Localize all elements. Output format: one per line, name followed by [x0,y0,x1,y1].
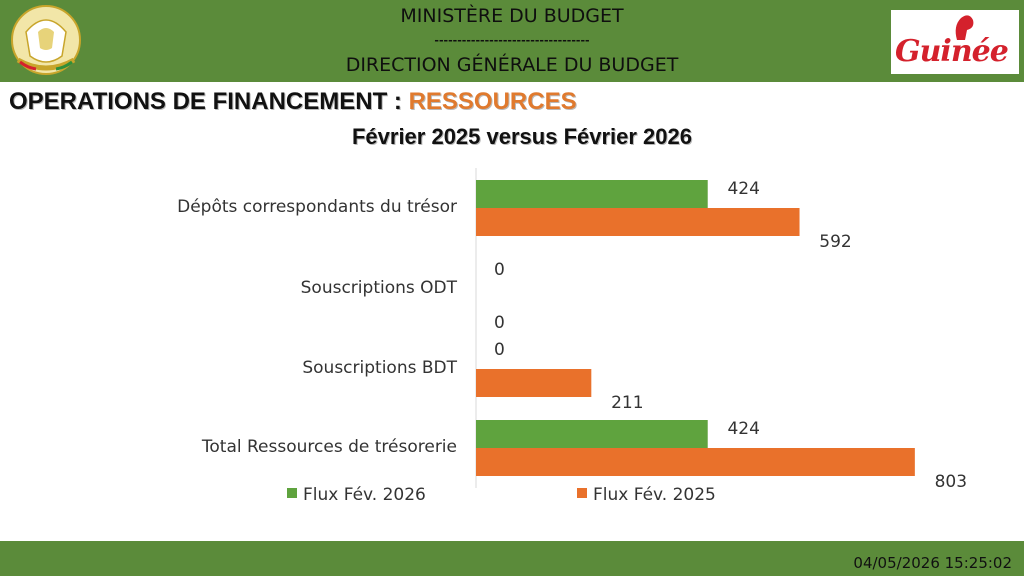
legend-label: Flux Fév. 2026 [303,485,426,505]
data-label: 0 [494,340,505,360]
data-label: 0 [494,260,505,280]
data-label: 424 [727,419,759,439]
slide-title: OPERATIONS DE FINANCEMENT : RESSOURCES [9,88,577,116]
slide-subtitle: Février 2025 versus Février 2026 [351,124,693,149]
header-separator: ---------------------------------- [434,34,590,47]
data-label: 592 [819,232,851,252]
data-label: 211 [611,393,643,413]
category-label: Dépôts correspondants du trésor [177,197,457,217]
title-main: OPERATIONS DE FINANCEMENT : [9,88,409,115]
category-label: Total Ressources de trésorerie [201,437,457,457]
data-label: 803 [935,472,967,492]
brand-head-icon [955,15,974,40]
footer-bar: 04/05/2026 15:25:02 [0,541,1024,576]
bar-feb-2025 [476,208,800,236]
bar-feb-2025 [476,448,915,476]
coat-of-arms-icon [11,5,81,75]
category-label: Souscriptions BDT [302,358,457,378]
legend-swatch [287,488,297,498]
legend-label: Flux Fév. 2025 [593,485,716,505]
header-bar: MINISTÈRE DU BUDGET --------------------… [0,0,1024,82]
data-label: 424 [727,179,759,199]
legend-swatch [577,488,587,498]
bar-feb-2025 [476,369,592,397]
category-label: Souscriptions ODT [301,278,458,298]
brand-text: Guinée [895,34,1009,69]
data-label: 0 [494,313,505,333]
directorate-name: DIRECTION GÉNÉRALE DU BUDGET [345,54,679,76]
timestamp: 04/05/2026 15:25:02 [853,554,1012,572]
brand-logo: Guinée [891,10,1019,74]
bar-feb-2026 [476,180,708,208]
title-accent: RESSOURCES [408,88,577,115]
bar-feb-2026 [476,420,708,448]
ministry-name: MINISTÈRE DU BUDGET [400,5,624,27]
